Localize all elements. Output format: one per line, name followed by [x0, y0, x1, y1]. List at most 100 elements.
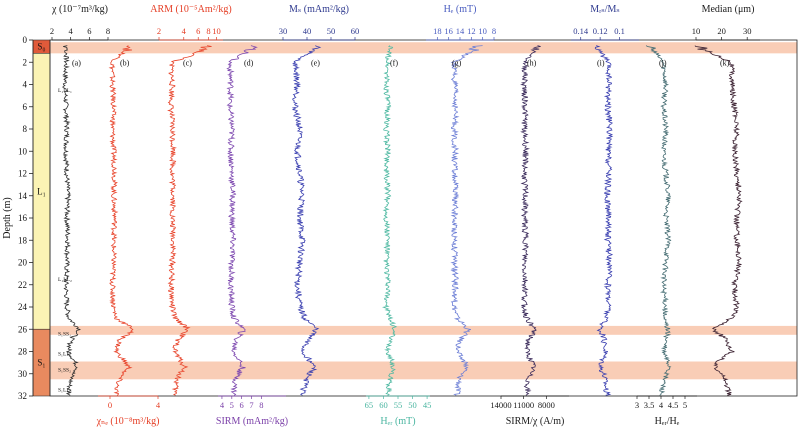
- panel-tick-label: 3.5: [644, 400, 655, 410]
- panel-i: (i) 0.14 0.12 0.1 Mᵣₛ/Mₛ: [571, 4, 639, 396]
- series-line: [694, 45, 743, 396]
- highlight-band: [50, 325, 797, 335]
- depth-tick-label: 6: [23, 102, 28, 112]
- depth-tick-label: 14: [18, 191, 28, 201]
- panel-tick-label: 16: [444, 26, 453, 36]
- series-line: [226, 45, 258, 396]
- depth-tick-label: 18: [18, 235, 28, 245]
- panel-axis-title: SIRM/χ (A/m): [506, 416, 565, 427]
- panel-tick-label: 10: [692, 26, 701, 36]
- panel-tick-label: 2: [157, 26, 161, 36]
- panel-axis-title: ARM (10⁻⁵Am²/kg): [150, 4, 231, 15]
- strat-sublabel: L₁LL₁: [58, 88, 72, 94]
- series-line: [167, 45, 212, 396]
- plot-border: [49, 39, 798, 397]
- panel-tick-label: 40: [303, 26, 312, 36]
- series-line: [108, 45, 134, 396]
- panel-letter: (j): [659, 58, 667, 67]
- panel-tick-label: 60: [379, 400, 388, 410]
- depth-tick-label: 0: [23, 35, 28, 45]
- panel-axis-title: Mₛ (mAm²/kg): [289, 4, 349, 15]
- panel-d: (d) 4 5 6 7 8 SIRM (mAm²/kg): [216, 45, 288, 427]
- panel-tick-label: 0.12: [593, 26, 608, 36]
- panel-tick-label: 20: [717, 26, 726, 36]
- depth-tick-label: 26: [18, 324, 28, 334]
- depth-tick-label: 30: [18, 369, 28, 379]
- panel-f: (f) 65 60 55 50 45 Hₑᵣ (mT): [365, 45, 432, 427]
- panel-axis-title: χₙₑ (10⁻⁸m³/kg): [96, 416, 160, 427]
- panel-tick-label: 4.5: [668, 400, 679, 410]
- panel-tick-label: 6: [87, 26, 91, 36]
- series-line: [645, 45, 672, 396]
- plot-frame: [49, 39, 798, 397]
- depth-tick-label: 10: [18, 146, 28, 156]
- strat-unit-label: S₁: [37, 358, 45, 368]
- panel-tick-label: 0.1: [614, 26, 625, 36]
- depth-tick-label: 22: [18, 280, 27, 290]
- highlight-band: [50, 361, 797, 380]
- panel-tick-label: 45: [423, 400, 432, 410]
- panel-tick-label: 8: [106, 26, 110, 36]
- depth-tick-label: 24: [18, 302, 28, 312]
- panel-tick-label: 0.14: [573, 26, 589, 36]
- panel-letter: (h): [527, 58, 537, 67]
- series-line: [291, 45, 322, 396]
- strat-sublabel: S₁SS₂: [58, 367, 71, 373]
- panel-c: (c) 2 4 6 8 10 ARM (10⁻⁵Am²/kg): [150, 4, 232, 396]
- panel-tick-label: 8: [492, 26, 496, 36]
- highlight-bands: [50, 42, 797, 380]
- panel-axis-title: Hₑᵣ (mT): [380, 416, 415, 427]
- panel-b: (b) 0 4 χₙₑ (10⁻⁸m³/kg): [96, 45, 161, 427]
- panel-tick-label: 14000: [490, 400, 511, 410]
- depth-tick-label: 12: [18, 169, 27, 179]
- panel-h: (h) 14000 11000 8000 SIRM/χ (A/m): [490, 45, 569, 427]
- depth-tick-label: 20: [18, 258, 28, 268]
- panel-letter: (a): [72, 58, 81, 67]
- panel-tick-label: 4: [156, 400, 161, 410]
- panel-a: (a) 2 4 6 8 χ (10⁻⁷m³/kg): [50, 4, 110, 396]
- panel-axis-title: Hₑ (mT): [444, 4, 477, 15]
- panel-tick-label: 7: [249, 400, 253, 410]
- panel-tick-label: 6: [196, 26, 200, 36]
- panel-tick-label: 14: [456, 26, 465, 36]
- panel-axis-title: Hₑᵣ/Hₑ: [655, 416, 680, 427]
- strat-unit-label: L₁: [37, 186, 46, 196]
- panel-tick-label: 50: [327, 26, 336, 36]
- strat-sublabel: L₁LL₂: [58, 277, 72, 283]
- panel-letter: (g): [452, 58, 462, 67]
- series-line: [382, 45, 398, 396]
- depth-tick-label: 8: [23, 124, 28, 134]
- depth-tick-label: 16: [18, 213, 28, 223]
- panel-tick-label: 2: [50, 26, 54, 36]
- panel-tick-label: 60: [351, 26, 360, 36]
- panel-tick-label: 5: [230, 400, 234, 410]
- strat-sublabel: S₁LL₂: [58, 387, 72, 393]
- panel-tick-label: 65: [365, 400, 374, 410]
- panel-axis-title: SIRM (mAm²/kg): [216, 416, 288, 427]
- strat-sublabel: S₁LL₁: [58, 352, 72, 358]
- panel-tick-label: 5: [683, 400, 687, 410]
- series-line: [594, 45, 614, 396]
- panel-tick-label: 8000: [538, 400, 555, 410]
- panel-letter: (e): [311, 58, 320, 67]
- panel-tick-label: 6: [240, 400, 244, 410]
- panel-g: (g) 18 16 14 12 10 8 Hₑ (mT): [426, 4, 496, 396]
- series-line: [520, 45, 541, 396]
- panel-letter: (b): [120, 58, 130, 67]
- panel-tick-label: 4: [220, 400, 225, 410]
- depth-tick-label: 4: [23, 80, 28, 90]
- panel-tick-label: 18: [433, 26, 442, 36]
- highlight-band: [50, 42, 797, 54]
- stratigraphic-column: S₀ L₁ S₁ L₁LL₁ L₁LL₂ S₁SS₁ S₁LL₁ S₁SS₂ S₁LL₂: [32, 39, 72, 397]
- panel-tick-label: 10: [212, 26, 221, 36]
- panel-letter: (c): [183, 58, 192, 67]
- panel-tick-label: 0: [108, 400, 112, 410]
- panel-letter: (k): [720, 58, 730, 67]
- depth-tick-label: 32: [18, 391, 27, 401]
- series-line: [62, 45, 81, 396]
- strat-unit-label: S₀: [37, 42, 45, 52]
- panel-letter: (f): [390, 58, 398, 67]
- panel-tick-label: 12: [467, 26, 476, 36]
